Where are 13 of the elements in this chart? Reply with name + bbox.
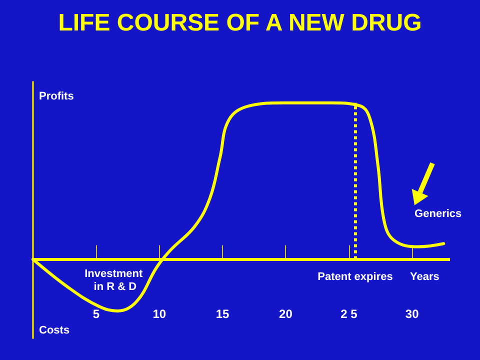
text: Costs — [39, 324, 70, 336]
x-tick-label: 15 — [216, 307, 230, 321]
x-tick-label: 2 5 — [340, 307, 358, 321]
annotation: Generics — [414, 208, 462, 220]
ref-line-label: Patent expires — [318, 270, 393, 283]
chart-title: LIFE COURSE OF A NEW DRUG — [58, 10, 422, 36]
x-tick-label: 30 — [405, 307, 420, 321]
x-tick-label: 5 — [92, 307, 100, 321]
x-tick-label: 10 — [152, 307, 166, 321]
x-axis-title: Years — [410, 270, 440, 283]
y-axis-title: Profits — [39, 90, 74, 102]
x-tick-label: 20 — [279, 307, 293, 321]
annotation: Investment in R & D — [84, 268, 146, 293]
